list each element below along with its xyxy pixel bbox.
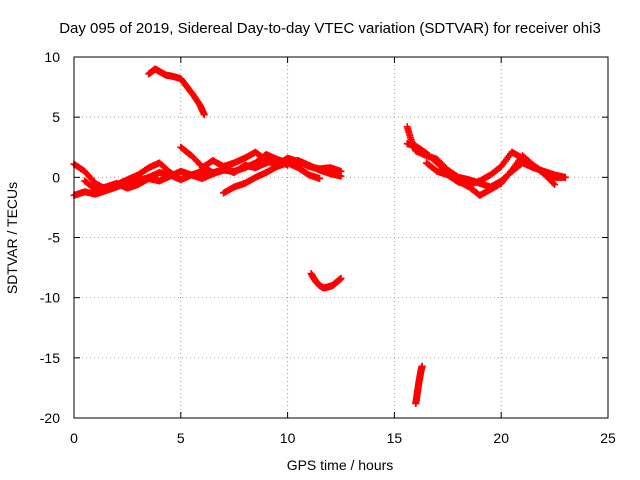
series-track-dip bbox=[307, 270, 345, 292]
y-tick-label: -10 bbox=[40, 290, 60, 306]
data-point bbox=[337, 167, 345, 175]
data-point bbox=[337, 274, 345, 282]
grid bbox=[74, 57, 608, 418]
data-point bbox=[561, 173, 569, 181]
y-tick-label: 0 bbox=[52, 169, 60, 185]
data-point bbox=[316, 175, 324, 183]
x-tick-label: 5 bbox=[177, 430, 185, 446]
y-tick-label: 10 bbox=[44, 49, 60, 65]
chart-title: Day 095 of 2019, Sidereal Day-to-day VTE… bbox=[59, 20, 601, 37]
x-axis-label: GPS time / hours bbox=[287, 457, 394, 473]
y-axis-label: SDTVAR / TECUs bbox=[4, 182, 20, 294]
series-track-mid-c bbox=[220, 159, 324, 197]
series-track-low-vertical bbox=[412, 362, 426, 408]
x-tick-label: 15 bbox=[387, 430, 403, 446]
series-track-mid-b bbox=[198, 148, 345, 175]
x-tick-label: 25 bbox=[600, 430, 616, 446]
data-point bbox=[549, 179, 557, 187]
x-tick-label: 20 bbox=[493, 430, 509, 446]
data-point bbox=[177, 176, 185, 184]
data-series bbox=[70, 65, 569, 408]
data-point bbox=[418, 362, 426, 370]
series-track-high bbox=[145, 65, 208, 119]
data-point bbox=[200, 111, 208, 119]
data-point bbox=[551, 181, 559, 189]
y-tick-label: -5 bbox=[48, 230, 61, 246]
y-tick-label: -15 bbox=[40, 350, 60, 366]
x-tick-label: 0 bbox=[70, 430, 78, 446]
y-tick-label: 5 bbox=[52, 109, 60, 125]
axis-ticks: 0 5 10 15 20 25 -20 -15 -10 -5 0 5 10 bbox=[40, 49, 616, 446]
x-tick-label: 10 bbox=[280, 430, 296, 446]
series-track-late-c bbox=[422, 148, 569, 189]
y-tick-label: -20 bbox=[40, 410, 60, 426]
